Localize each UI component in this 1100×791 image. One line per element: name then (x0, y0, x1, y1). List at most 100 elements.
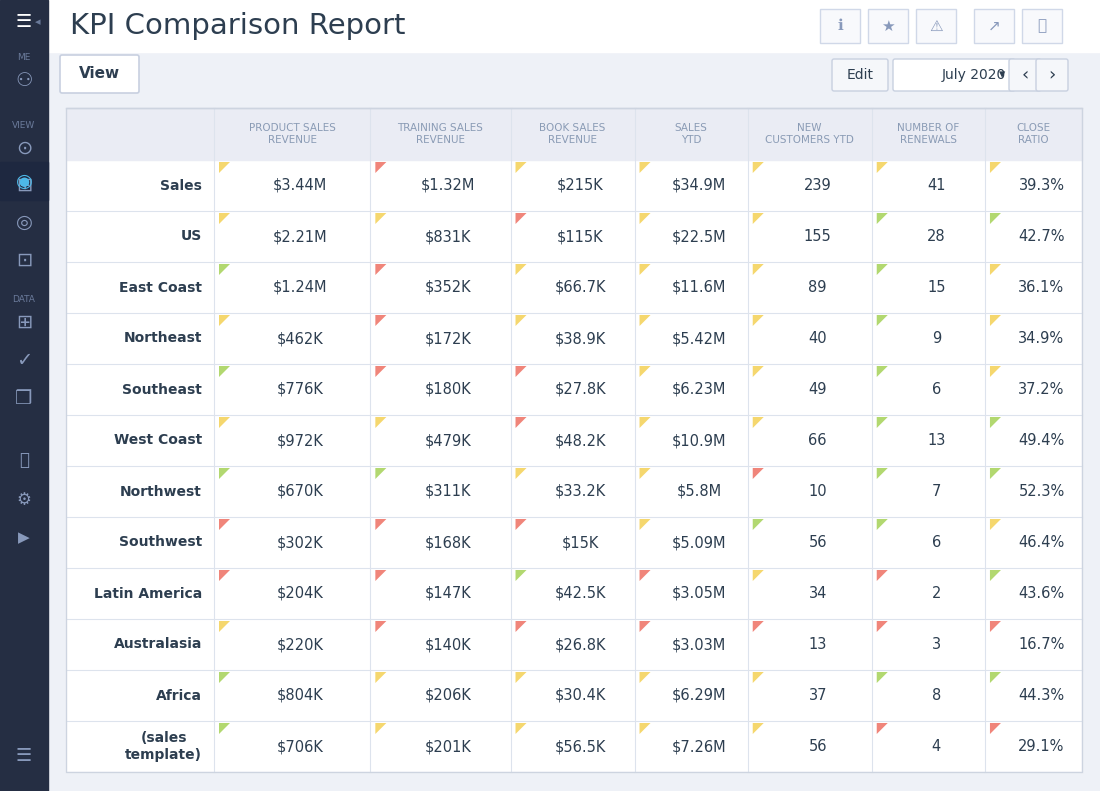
Text: 28: 28 (927, 229, 946, 244)
Text: 9: 9 (932, 331, 940, 346)
Polygon shape (219, 264, 230, 275)
Text: $15K: $15K (562, 535, 600, 550)
Text: $5.09M: $5.09M (672, 535, 726, 550)
Text: East Coast: East Coast (119, 281, 202, 294)
Text: 2: 2 (932, 586, 940, 601)
Text: $56.5K: $56.5K (554, 739, 606, 754)
Polygon shape (375, 519, 386, 530)
Text: Australasia: Australasia (113, 638, 202, 652)
Text: $11.6M: $11.6M (672, 280, 726, 295)
Polygon shape (375, 570, 386, 581)
Text: $706K: $706K (277, 739, 323, 754)
Polygon shape (219, 621, 230, 632)
Text: 42.7%: 42.7% (1019, 229, 1065, 244)
Text: ◂: ◂ (35, 17, 41, 27)
Polygon shape (639, 366, 650, 377)
Polygon shape (990, 264, 1001, 275)
Bar (916, 9, 956, 43)
FancyBboxPatch shape (832, 59, 888, 91)
Text: $972K: $972K (277, 433, 323, 448)
Text: CLOSE
RATIO: CLOSE RATIO (1016, 123, 1050, 145)
Text: $5.8M: $5.8M (676, 484, 722, 499)
Polygon shape (639, 162, 650, 173)
Text: ★: ★ (881, 18, 894, 33)
Text: 44.3%: 44.3% (1019, 688, 1065, 703)
Polygon shape (990, 621, 1001, 632)
Text: $804K: $804K (277, 688, 323, 703)
Polygon shape (639, 315, 650, 326)
Polygon shape (877, 468, 888, 479)
Text: ☰: ☰ (15, 747, 32, 765)
Bar (820, 9, 860, 43)
Polygon shape (516, 162, 527, 173)
Text: VIEW: VIEW (12, 120, 35, 130)
Polygon shape (516, 417, 527, 428)
Text: $22.5M: $22.5M (672, 229, 726, 244)
Polygon shape (219, 213, 230, 224)
Polygon shape (516, 315, 527, 326)
Text: NUMBER OF
RENEWALS: NUMBER OF RENEWALS (898, 123, 959, 145)
Polygon shape (877, 264, 888, 275)
Bar (66, 108, 1082, 772)
Polygon shape (219, 417, 230, 428)
Text: 6: 6 (932, 535, 940, 550)
Text: 52.3%: 52.3% (1019, 484, 1065, 499)
Text: ❒: ❒ (15, 388, 33, 407)
Text: $33.2K: $33.2K (554, 484, 606, 499)
Polygon shape (375, 213, 386, 224)
Polygon shape (752, 264, 763, 275)
Polygon shape (752, 366, 763, 377)
Polygon shape (516, 213, 527, 224)
Text: ☰: ☰ (15, 13, 32, 31)
Text: $7.26M: $7.26M (672, 739, 726, 754)
Text: Edit: Edit (847, 68, 873, 82)
Text: Southwest: Southwest (119, 536, 202, 550)
Text: ⊞: ⊞ (15, 176, 32, 195)
Text: Africa: Africa (156, 688, 202, 702)
Text: ME: ME (18, 54, 31, 62)
Polygon shape (375, 366, 386, 377)
Text: ℹ: ℹ (837, 18, 843, 33)
Text: 41: 41 (927, 178, 946, 193)
Polygon shape (752, 315, 763, 326)
Text: $38.9K: $38.9K (554, 331, 606, 346)
Polygon shape (639, 672, 650, 683)
Text: KPI Comparison Report: KPI Comparison Report (70, 12, 406, 40)
Polygon shape (990, 162, 1001, 173)
Text: ⚇: ⚇ (15, 70, 33, 89)
Text: $140K: $140K (425, 637, 472, 652)
Text: $10.9M: $10.9M (672, 433, 726, 448)
Text: SALES
YTD: SALES YTD (674, 123, 707, 145)
Polygon shape (752, 570, 763, 581)
Polygon shape (516, 468, 527, 479)
Text: PRODUCT SALES
REVENUE: PRODUCT SALES REVENUE (249, 123, 336, 145)
Text: $201K: $201K (425, 739, 472, 754)
Polygon shape (516, 519, 527, 530)
Polygon shape (877, 570, 888, 581)
Polygon shape (752, 213, 763, 224)
Text: 36.1%: 36.1% (1019, 280, 1065, 295)
Bar (48, 52, 1100, 96)
Text: 6: 6 (932, 382, 940, 397)
Text: ⊡: ⊡ (15, 251, 32, 270)
Polygon shape (877, 672, 888, 683)
Text: 29.1%: 29.1% (1019, 739, 1065, 754)
Polygon shape (375, 315, 386, 326)
Text: DATA: DATA (12, 296, 35, 305)
Polygon shape (375, 417, 386, 428)
Polygon shape (752, 723, 763, 734)
Text: 16.7%: 16.7% (1019, 637, 1065, 652)
Text: NEW
CUSTOMERS YTD: NEW CUSTOMERS YTD (766, 123, 855, 145)
Text: 10: 10 (808, 484, 827, 499)
Text: 239: 239 (804, 178, 832, 193)
Text: 34: 34 (808, 586, 827, 601)
Text: $6.23M: $6.23M (672, 382, 726, 397)
FancyBboxPatch shape (893, 59, 1015, 91)
Text: $30.4K: $30.4K (554, 688, 606, 703)
Text: 43.6%: 43.6% (1019, 586, 1065, 601)
Text: 3: 3 (932, 637, 940, 652)
Polygon shape (639, 519, 650, 530)
FancyBboxPatch shape (1009, 59, 1041, 91)
Bar (1022, 9, 1062, 43)
Text: $42.5K: $42.5K (554, 586, 606, 601)
